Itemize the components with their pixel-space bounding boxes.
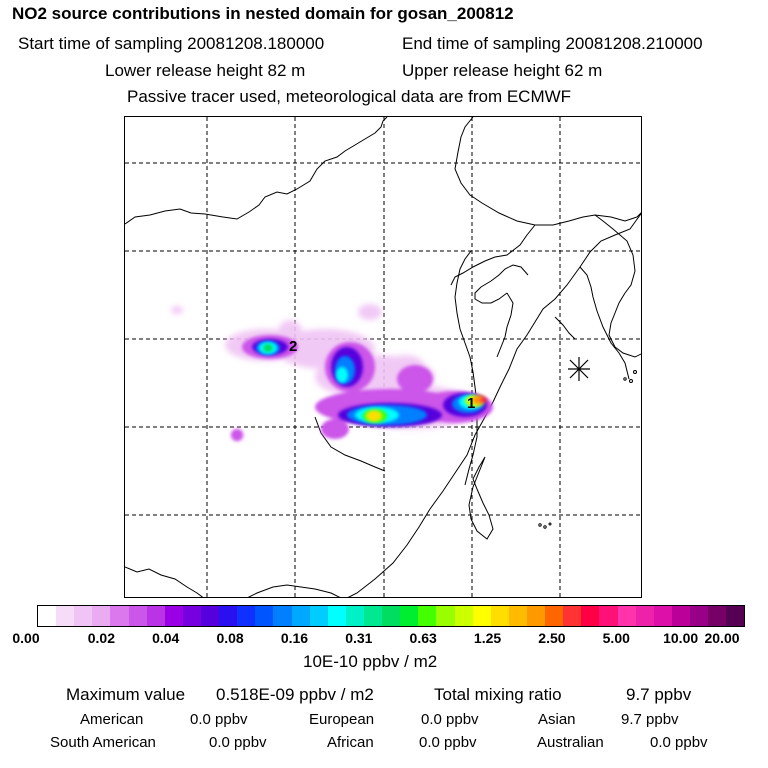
colorbar-segment [726, 606, 745, 626]
colorbar-segment [436, 606, 455, 626]
lower-release-height: Lower release height 82 m [105, 61, 306, 80]
colorbar-segment [581, 606, 600, 626]
colorbar-tick-label: 0.31 [345, 630, 373, 646]
colorbar-tick-label: 1.25 [473, 630, 502, 646]
colorbar-segment [490, 606, 509, 626]
region-american-label: American [80, 711, 144, 728]
region-australian-value: 0.0 ppbv [650, 734, 708, 751]
region-asian-label: Asian [538, 711, 576, 728]
colorbar-tick-label: 0.08 [216, 630, 244, 646]
colorbar-segment [56, 606, 75, 626]
colorbar-tick-label: 0.00 [12, 630, 40, 646]
colorbar-segment [563, 606, 582, 626]
colorbar-tick-label: 0.02 [87, 630, 115, 646]
colorbar-segment [418, 606, 437, 626]
colorbar-segment [472, 606, 491, 626]
colorbar-segment [363, 606, 383, 626]
region-european-label: European [309, 711, 375, 728]
colorbar-tick-label: 0.63 [409, 630, 437, 646]
colorbar-segment [237, 606, 256, 626]
tracer-note: Passive tracer used, meteorological data… [127, 87, 572, 106]
source-label-1: 1 [467, 395, 475, 412]
colorbar-tick-label: 20.00 [704, 630, 740, 646]
total-mixing-ratio-value: 9.7 ppbv [626, 685, 692, 704]
colorbar-segment [291, 606, 310, 626]
colorbar-segment [526, 606, 546, 626]
map-panel: 2 1 [124, 116, 642, 598]
colorbar-segment [454, 606, 473, 626]
end-time: End time of sampling 20081208.210000 [402, 34, 703, 53]
region-african-label: African [327, 734, 374, 751]
colorbar-segment [671, 606, 690, 626]
max-value: 0.518E-09 ppbv / m2 [216, 685, 374, 704]
colorbar-tick-label: 0.16 [280, 630, 309, 646]
colorbar-segment [164, 606, 183, 626]
region-australian-label: Australian [537, 734, 604, 751]
region-asian-value: 9.7 ppbv [621, 711, 679, 728]
colorbar-segment [599, 606, 618, 626]
region-american-value: 0.0 ppbv [190, 711, 248, 728]
region-south-american-label: South American [50, 734, 156, 751]
colorbar-segment [653, 606, 672, 626]
colorbar-segment [689, 606, 709, 626]
region-african-value: 0.0 ppbv [419, 734, 477, 751]
region-south-american-value: 0.0 ppbv [209, 734, 267, 751]
receptor-star-icon [568, 357, 590, 381]
colorbar [37, 605, 745, 627]
source-label-2: 2 [289, 338, 297, 355]
colorbar-segment [255, 606, 274, 626]
colorbar-tick-label: 0.04 [152, 630, 180, 646]
colorbar-segment [110, 606, 129, 626]
colorbar-segment [309, 606, 328, 626]
max-value-label: Maximum value [66, 685, 186, 704]
colorbar-segment [635, 606, 654, 626]
colorbar-segment [200, 606, 220, 626]
colorbar-segment [273, 606, 292, 626]
map-svg: 2 1 [125, 117, 641, 597]
colorbar-segment [708, 606, 727, 626]
colorbar-tick-label: 2.50 [538, 630, 566, 646]
start-time: Start time of sampling 20081208.180000 [18, 34, 325, 53]
figure-title: NO2 source contributions in nested domai… [12, 4, 514, 23]
colorbar-segment [92, 606, 111, 626]
concentration-plume [171, 304, 493, 441]
colorbar-unit: 10E-10 ppbv / m2 [303, 652, 438, 671]
colorbar-segment [400, 606, 419, 626]
colorbar-segment [38, 606, 57, 626]
colorbar-tick-label: 10.00 [663, 630, 699, 646]
colorbar-tick-label: 5.00 [602, 630, 630, 646]
colorbar-segment [219, 606, 238, 626]
total-mixing-ratio-label: Total mixing ratio [434, 685, 562, 704]
colorbar-segment [182, 606, 201, 626]
map-grid [125, 117, 641, 597]
upper-release-height: Upper release height 62 m [402, 61, 603, 80]
coastlines [125, 117, 641, 597]
colorbar-segment [508, 606, 527, 626]
colorbar-segment [382, 606, 401, 626]
colorbar-ticks: 0.00 0.02 0.04 0.08 0.16 0.31 0.63 1.25 2.50 5.00… [0, 630, 768, 650]
colorbar-segment [128, 606, 147, 626]
colorbar-segment [146, 606, 165, 626]
colorbar-segment [327, 606, 346, 626]
colorbar-segment [74, 606, 93, 626]
colorbar-segment [617, 606, 636, 626]
colorbar-segment [345, 606, 364, 626]
colorbar-segment [545, 606, 564, 626]
region-european-value: 0.0 ppbv [421, 711, 479, 728]
